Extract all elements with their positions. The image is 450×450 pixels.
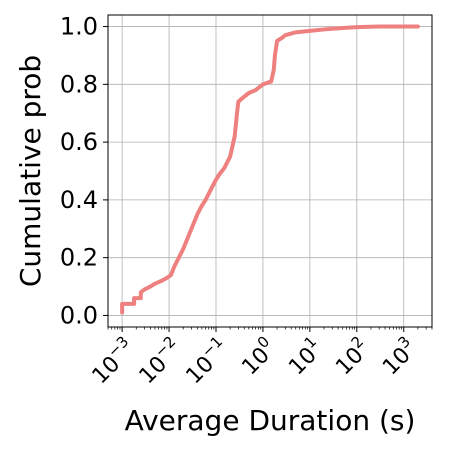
x-axis-label: Average Duration (s) [125,404,416,437]
y-axis: 0.0 0.2 0.4 0.6 0.8 1.0 [60,13,108,329]
x-tick-label: 10−1 [178,333,235,390]
y-tick-label: 0.6 [60,128,98,156]
x-tick-label: 101 [281,333,329,381]
plot-frame [107,14,433,328]
svg-text:10−1: 10−1 [178,333,235,390]
cdf-line [120,24,420,315]
y-tick-label: 0.8 [60,70,98,98]
x-tick-label: 100 [234,333,282,381]
x-tick-label: 102 [328,333,376,381]
svg-text:10−2: 10−2 [131,333,188,390]
svg-text:10−3: 10−3 [84,333,141,390]
y-tick-label: 1.0 [60,13,98,41]
y-tick-label: 0.0 [60,301,98,329]
x-tick-label: 103 [375,333,423,381]
svg-text:103: 103 [375,333,423,381]
y-tick-label: 0.4 [60,186,98,214]
svg-text:102: 102 [328,333,376,381]
svg-text:101: 101 [281,333,329,381]
x-tick-label: 10−3 [84,333,141,390]
y-tick-label: 0.2 [60,244,98,272]
grid [108,15,432,327]
svg-text:100: 100 [234,333,282,381]
y-axis-label: Cumulative prob [14,55,47,287]
x-tick-label: 10−2 [131,333,188,390]
series-layer [120,24,420,315]
